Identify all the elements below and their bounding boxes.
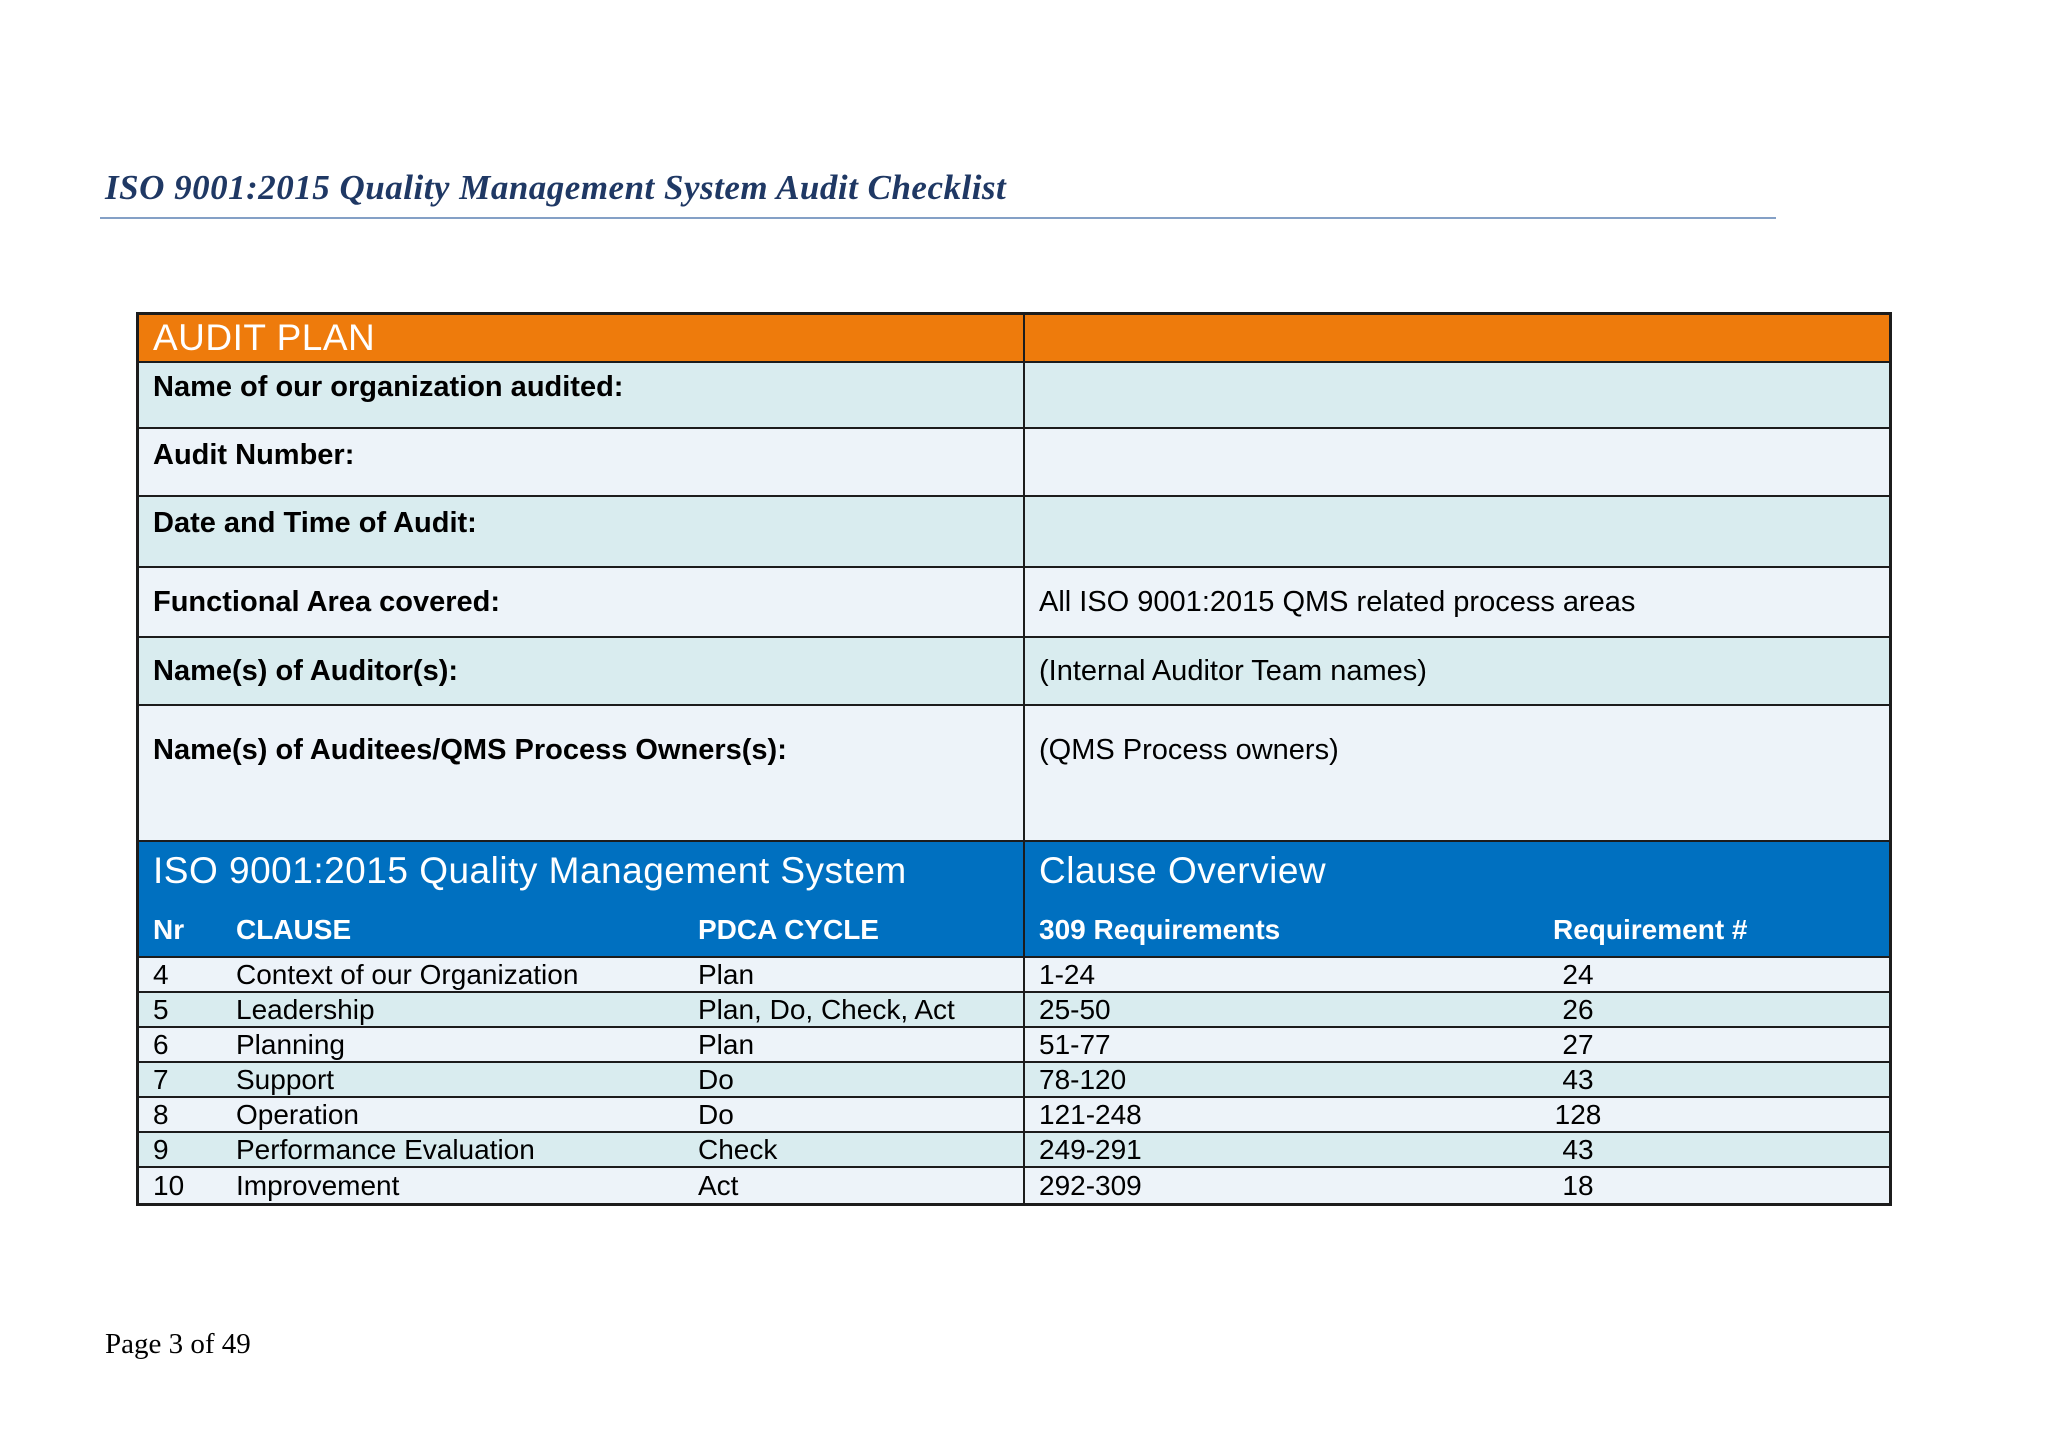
row-value bbox=[1025, 429, 1889, 495]
clause-table-header-right: Clause Overview 309 Requirements Require… bbox=[1025, 842, 1889, 956]
clause-nr: 6 bbox=[153, 1028, 169, 1060]
clause-row: 6 Planning Plan 51-77 27 bbox=[139, 1028, 1889, 1063]
clause-name: Leadership bbox=[236, 993, 375, 1025]
clause-name: Operation bbox=[236, 1098, 359, 1130]
clause-requirement-count: 26 bbox=[1562, 993, 1594, 1025]
clause-name: Planning bbox=[236, 1028, 345, 1060]
table-row: Name(s) of Auditees/QMS Process Owners(s… bbox=[139, 706, 1889, 842]
row-label: Date and Time of Audit: bbox=[139, 497, 1025, 566]
clause-pdca: Do bbox=[698, 1063, 734, 1095]
column-header-nr: Nr bbox=[153, 914, 185, 945]
clause-row-right: 78-120 43 bbox=[1025, 1063, 1889, 1096]
clause-pdca: Do bbox=[698, 1098, 734, 1130]
clause-table-title: ISO 9001:2015 Quality Management System bbox=[153, 850, 907, 891]
clause-requirement-count: 18 bbox=[1562, 1169, 1594, 1201]
clause-table-column-headers-right: 309 Requirements Requirement # bbox=[1039, 914, 1889, 946]
clause-requirements: 292-309 bbox=[1039, 1169, 1142, 1201]
clause-nr: 10 bbox=[153, 1169, 185, 1201]
clause-row-right: 121-248 128 bbox=[1025, 1098, 1889, 1131]
clause-table-header-row: ISO 9001:2015 Quality Management System … bbox=[139, 842, 1889, 958]
clause-requirement-count: 27 bbox=[1562, 1028, 1594, 1060]
audit-plan-header-row: AUDIT PLAN bbox=[139, 315, 1889, 363]
audit-plan-title: AUDIT PLAN bbox=[153, 317, 376, 358]
clause-row-right: 51-77 27 bbox=[1025, 1028, 1889, 1061]
clause-table-header-left: ISO 9001:2015 Quality Management System … bbox=[139, 842, 1025, 956]
clause-requirements: 51-77 bbox=[1039, 1028, 1111, 1060]
clause-nr: 5 bbox=[153, 993, 169, 1025]
clause-row-left: 4 Context of our Organization Plan bbox=[139, 958, 1025, 991]
clause-name: Support bbox=[236, 1063, 335, 1095]
title-underline bbox=[100, 217, 1776, 219]
clause-nr: 7 bbox=[153, 1063, 169, 1095]
clause-row-right: 1-24 24 bbox=[1025, 958, 1889, 991]
clause-row-left: 7 Support Do bbox=[139, 1063, 1025, 1096]
row-label: Name of our organization audited: bbox=[139, 363, 1025, 427]
clause-name: Performance Evaluation bbox=[236, 1133, 535, 1165]
clause-row: 7 Support Do 78-120 43 bbox=[139, 1063, 1889, 1098]
clause-nr: 9 bbox=[153, 1133, 169, 1165]
clause-row-right: 292-309 18 bbox=[1025, 1168, 1889, 1203]
row-value bbox=[1025, 363, 1889, 427]
clause-table-column-headers-left: Nr CLAUSE PDCA CYCLE bbox=[153, 914, 1023, 946]
clause-row-left: 6 Planning Plan bbox=[139, 1028, 1025, 1061]
clause-row: 8 Operation Do 121-248 128 bbox=[139, 1098, 1889, 1133]
clause-row: 9 Performance Evaluation Check 249-291 4… bbox=[139, 1133, 1889, 1168]
column-header-clause: CLAUSE bbox=[236, 914, 352, 945]
page-title: ISO 9001:2015 Quality Management System … bbox=[105, 168, 1007, 207]
clause-row-right: 249-291 43 bbox=[1025, 1133, 1889, 1166]
clause-pdca: Plan bbox=[698, 1028, 755, 1060]
clause-row: 4 Context of our Organization Plan 1-24 … bbox=[139, 958, 1889, 993]
clause-row-left: 10 Improvement Act bbox=[139, 1168, 1025, 1203]
row-label: Name(s) of Auditees/QMS Process Owners(s… bbox=[139, 706, 1025, 840]
clause-nr: 8 bbox=[153, 1098, 169, 1130]
clause-requirement-count: 24 bbox=[1562, 958, 1594, 990]
clause-row-right: 25-50 26 bbox=[1025, 993, 1889, 1026]
clause-row-left: 8 Operation Do bbox=[139, 1098, 1025, 1131]
audit-plan-table: AUDIT PLAN Name of our organization audi… bbox=[136, 312, 1892, 1206]
table-row: Name(s) of Auditor(s): (Internal Auditor… bbox=[139, 638, 1889, 706]
clause-requirements: 121-248 bbox=[1039, 1098, 1142, 1130]
table-row: Name of our organization audited: bbox=[139, 363, 1889, 429]
row-value: All ISO 9001:2015 QMS related process ar… bbox=[1039, 585, 1636, 618]
clause-pdca: Plan, Do, Check, Act bbox=[698, 993, 955, 1025]
clause-row: 10 Improvement Act 292-309 18 bbox=[139, 1168, 1889, 1203]
table-row: Audit Number: bbox=[139, 429, 1889, 497]
row-label: Functional Area covered: bbox=[139, 568, 1025, 636]
clause-requirements: 78-120 bbox=[1039, 1063, 1127, 1095]
clause-requirements: 249-291 bbox=[1039, 1133, 1142, 1165]
clause-pdca: Plan bbox=[698, 958, 755, 990]
column-header-pdca: PDCA CYCLE bbox=[698, 914, 879, 945]
clause-requirement-count: 43 bbox=[1562, 1063, 1594, 1095]
page-number: Page 3 of 49 bbox=[105, 1328, 251, 1360]
row-value: (Internal Auditor Team names) bbox=[1039, 654, 1427, 687]
row-value: (QMS Process owners) bbox=[1039, 734, 1339, 766]
clause-requirement-count: 128 bbox=[1554, 1098, 1602, 1130]
column-header-requirement-count: Requirement # bbox=[1553, 914, 1748, 945]
table-row: Functional Area covered: All ISO 9001:20… bbox=[139, 568, 1889, 638]
clause-overview-title: Clause Overview bbox=[1039, 850, 1327, 891]
row-label: Name(s) of Auditor(s): bbox=[139, 638, 1025, 704]
clause-row-left: 5 Leadership Plan, Do, Check, Act bbox=[139, 993, 1025, 1026]
clause-row-left: 9 Performance Evaluation Check bbox=[139, 1133, 1025, 1166]
clause-requirements: 1-24 bbox=[1039, 958, 1096, 990]
audit-plan-header-empty-cell bbox=[1025, 315, 1889, 361]
clause-row: 5 Leadership Plan, Do, Check, Act 25-50 … bbox=[139, 993, 1889, 1028]
row-value bbox=[1025, 497, 1889, 566]
table-row: Date and Time of Audit: bbox=[139, 497, 1889, 568]
column-header-requirements: 309 Requirements bbox=[1039, 914, 1281, 945]
clause-pdca: Check bbox=[698, 1133, 778, 1165]
row-label: Audit Number: bbox=[139, 429, 1025, 495]
clause-requirements: 25-50 bbox=[1039, 993, 1111, 1025]
clause-name: Improvement bbox=[236, 1169, 400, 1201]
clause-name: Context of our Organization bbox=[236, 958, 579, 990]
audit-plan-header-cell: AUDIT PLAN bbox=[139, 315, 1025, 361]
clause-requirement-count: 43 bbox=[1562, 1133, 1594, 1165]
clause-pdca: Act bbox=[698, 1169, 739, 1201]
clause-nr: 4 bbox=[153, 958, 169, 990]
